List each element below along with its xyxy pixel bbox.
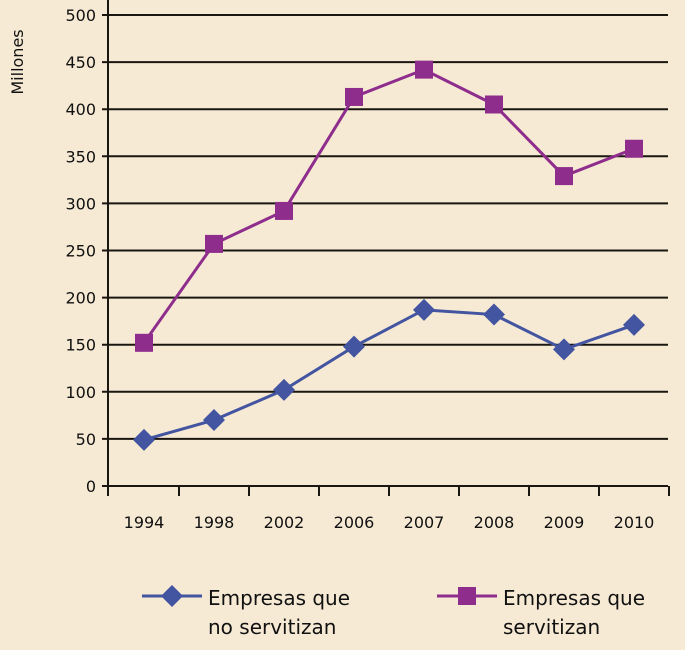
- data-point: [203, 409, 225, 432]
- data-point: [133, 428, 155, 451]
- y-tick-label: 450: [65, 53, 96, 72]
- data-point: [485, 95, 503, 114]
- legend-marker: [458, 587, 476, 605]
- data-point: [135, 333, 153, 352]
- data-point: [413, 298, 435, 321]
- data-point: [275, 201, 293, 220]
- data-point: [483, 303, 505, 326]
- x-tick-label: 1998: [194, 513, 235, 532]
- y-tick-label: 100: [65, 383, 96, 402]
- y-tick-label: 150: [65, 336, 96, 355]
- y-tick-label: 350: [65, 147, 96, 166]
- x-tick-label: 2008: [474, 513, 515, 532]
- legend-label: servitizan: [503, 615, 600, 639]
- x-tick-label: 2006: [334, 513, 375, 532]
- y-tick-label: 300: [65, 194, 96, 213]
- data-point: [343, 335, 365, 358]
- series-line: [143, 308, 635, 442]
- x-tick-label: 2002: [264, 513, 305, 532]
- x-tick-label: 2009: [544, 513, 585, 532]
- data-point: [415, 60, 433, 79]
- data-point: [553, 338, 575, 361]
- y-tick-label: 400: [65, 100, 96, 119]
- x-tick-label: 2007: [404, 513, 445, 532]
- y-tick-label: 50: [76, 430, 96, 449]
- data-point: [273, 378, 295, 401]
- legend-label: Empresas que: [503, 586, 645, 610]
- legend-label: Empresas que: [208, 586, 350, 610]
- x-tick-label: 1994: [124, 513, 165, 532]
- y-axis-label: Millones: [8, 29, 27, 94]
- legend-marker: [161, 585, 183, 607]
- y-tick-label: 250: [65, 242, 96, 261]
- data-point: [625, 139, 643, 158]
- x-tick-label: 2010: [614, 513, 655, 532]
- data-point: [555, 167, 573, 186]
- y-tick-label: 200: [65, 289, 96, 308]
- data-point: [345, 87, 363, 106]
- data-point: [205, 234, 223, 253]
- y-tick-label: 0: [86, 477, 96, 496]
- y-tick-label: 500: [65, 6, 96, 25]
- legend-label: no servitizan: [208, 615, 336, 639]
- data-point: [623, 313, 645, 336]
- series-line: [142, 67, 635, 344]
